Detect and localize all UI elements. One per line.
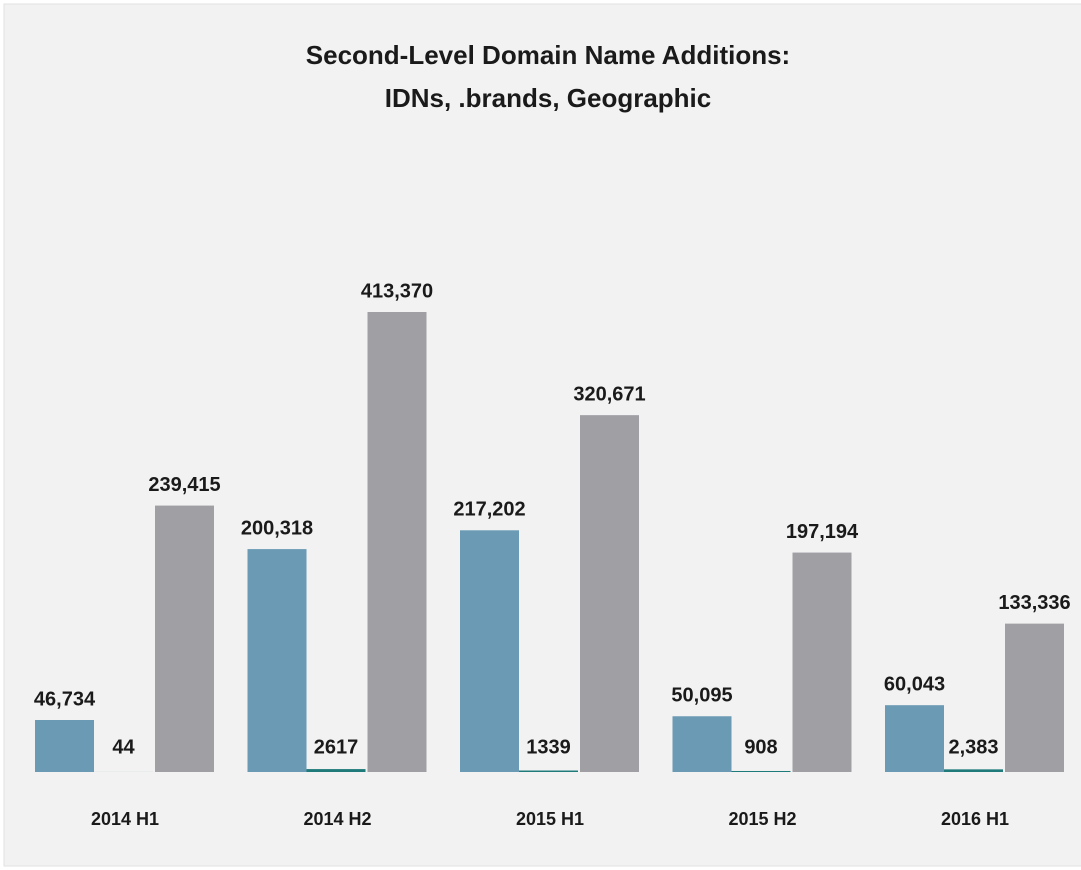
data-label: 44 — [112, 736, 135, 758]
bar — [885, 705, 944, 772]
data-label: 2,383 — [948, 736, 998, 758]
data-label: 200,318 — [241, 517, 313, 539]
bar — [35, 719, 94, 772]
bar — [155, 505, 214, 772]
x-tick-label: 2016 H1 — [941, 809, 1009, 829]
data-label: 197,194 — [786, 521, 859, 543]
x-tick-label: 2014 H2 — [303, 809, 371, 829]
chart-title: IDNs, .brands, Geographic — [385, 83, 712, 113]
bar — [306, 769, 366, 772]
bar — [367, 312, 427, 772]
data-label: 50,095 — [671, 685, 732, 707]
bar — [519, 770, 578, 772]
data-label: 413,370 — [361, 280, 433, 302]
bar — [247, 549, 307, 772]
data-label: 217,202 — [453, 499, 525, 521]
bar — [580, 415, 639, 772]
bar — [792, 552, 852, 772]
x-tick-label: 2015 H2 — [728, 809, 796, 829]
bar — [460, 530, 519, 772]
data-label: 1339 — [526, 736, 571, 758]
bar — [672, 716, 732, 772]
x-tick-label: 2014 H1 — [91, 809, 159, 829]
bar — [944, 769, 1003, 772]
data-label: 133,336 — [998, 592, 1070, 614]
bar — [1005, 623, 1064, 772]
data-label: 60,043 — [884, 673, 945, 695]
data-label: 320,671 — [573, 383, 645, 405]
data-label: 46,734 — [34, 688, 96, 710]
x-tick-label: 2015 H1 — [516, 809, 584, 829]
data-label: 908 — [744, 736, 777, 758]
bar — [731, 770, 791, 772]
chart-title: Second-Level Domain Name Additions: — [306, 40, 790, 70]
data-label: 2617 — [314, 736, 359, 758]
data-label: 239,415 — [148, 474, 220, 496]
